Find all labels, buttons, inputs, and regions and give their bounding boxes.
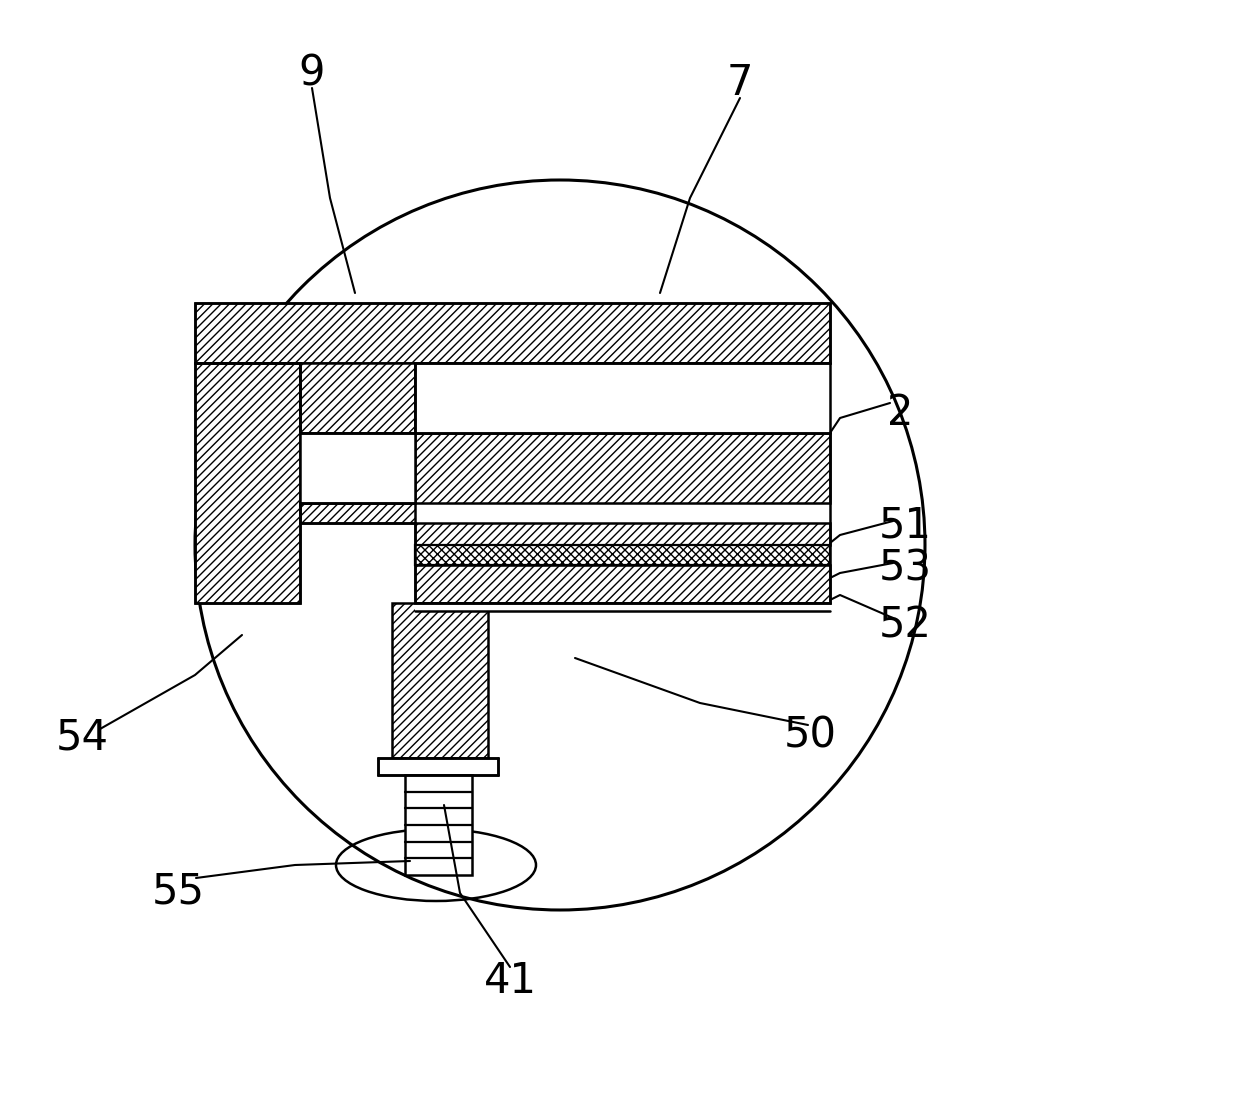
Text: 41: 41: [484, 960, 537, 1002]
Text: 53: 53: [878, 546, 931, 589]
Polygon shape: [300, 363, 415, 433]
Text: 2: 2: [887, 392, 913, 434]
Bar: [405, 775, 472, 875]
Polygon shape: [195, 303, 830, 363]
Polygon shape: [415, 603, 830, 611]
Text: 52: 52: [879, 604, 931, 646]
Polygon shape: [379, 760, 496, 773]
Polygon shape: [195, 363, 300, 603]
Polygon shape: [378, 759, 498, 775]
Text: 51: 51: [878, 504, 931, 546]
Polygon shape: [415, 545, 830, 565]
Text: 7: 7: [727, 62, 753, 104]
Polygon shape: [415, 363, 830, 433]
Polygon shape: [300, 503, 415, 522]
Polygon shape: [415, 565, 830, 603]
Text: 54: 54: [56, 717, 109, 759]
Polygon shape: [300, 433, 415, 503]
Text: 50: 50: [784, 714, 837, 756]
Polygon shape: [392, 603, 489, 759]
Text: 9: 9: [299, 52, 325, 94]
Polygon shape: [415, 522, 830, 545]
Polygon shape: [415, 433, 830, 503]
Text: 55: 55: [151, 870, 205, 912]
